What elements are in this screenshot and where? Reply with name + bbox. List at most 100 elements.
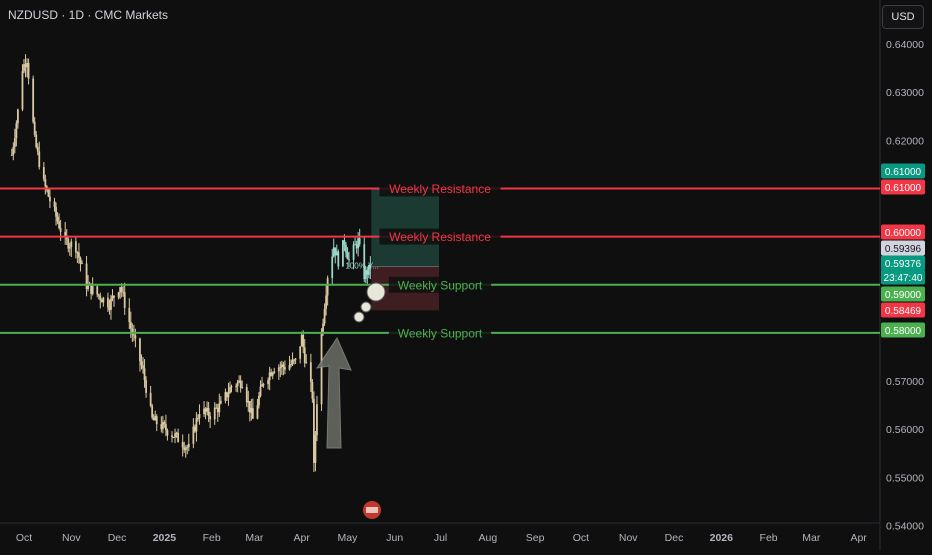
candle-body xyxy=(311,382,314,399)
candle-body xyxy=(122,291,125,293)
candle-body xyxy=(78,252,80,258)
candle-body xyxy=(32,78,35,122)
candle-body xyxy=(55,207,57,217)
candle-body xyxy=(195,418,198,432)
y-tick-label: 0.62000 xyxy=(886,135,924,147)
candle-body xyxy=(171,435,173,438)
y-tick-label: 0.57000 xyxy=(886,376,924,388)
candle-body xyxy=(16,109,19,124)
candle-body xyxy=(213,407,216,420)
x-tick-label: Sep xyxy=(526,532,545,544)
price-label-resistance xyxy=(881,179,925,195)
candle-body xyxy=(294,358,297,360)
price-label-support xyxy=(881,286,925,302)
candle-body xyxy=(300,335,303,347)
candle-body xyxy=(322,323,324,332)
currency-button[interactable]: USD xyxy=(882,5,924,29)
price-label-stop xyxy=(881,302,925,318)
candle-body xyxy=(331,256,334,279)
candle-body xyxy=(218,403,221,413)
candle-body xyxy=(271,372,274,376)
candle-body xyxy=(215,407,218,409)
candle-body xyxy=(193,426,196,432)
candle-body xyxy=(262,384,265,386)
candle-body xyxy=(204,408,207,412)
candle-body xyxy=(366,269,369,275)
x-tick-label: May xyxy=(338,532,359,544)
candle-body xyxy=(74,241,77,253)
candle-body xyxy=(165,424,167,431)
candle-body xyxy=(142,365,144,369)
candle-body xyxy=(10,154,13,156)
candle-body xyxy=(187,443,190,448)
price-label-text: 0.60000 xyxy=(885,228,922,239)
candle-body xyxy=(174,433,176,438)
x-tick-label: Mar xyxy=(245,532,264,544)
price-label-text: 0.61000 xyxy=(885,183,922,194)
axis-grid xyxy=(0,0,881,550)
candle-body xyxy=(325,295,328,309)
x-tick-label: Jun xyxy=(386,532,403,544)
x-tick-label: Mar xyxy=(802,532,821,544)
candle-body xyxy=(345,244,347,253)
candle-body xyxy=(184,447,187,451)
candle-body xyxy=(357,238,360,249)
candle-body xyxy=(314,435,317,463)
candle-body xyxy=(290,363,292,366)
candle-body xyxy=(47,190,50,197)
candle-body xyxy=(303,347,306,363)
candle-body xyxy=(236,382,239,387)
candle-body xyxy=(343,240,346,245)
candle-body xyxy=(99,295,102,301)
candle-body xyxy=(268,372,271,381)
candle-body xyxy=(145,380,147,393)
candle-body xyxy=(81,263,83,265)
candle-body xyxy=(42,167,45,180)
x-tick-label: 2025 xyxy=(153,532,177,544)
candle-body xyxy=(209,416,212,420)
x-tick-label: Aug xyxy=(479,532,498,544)
candle-body xyxy=(119,287,122,293)
candle-body xyxy=(131,328,134,335)
x-axis: Oct Nov Dec 2025 Feb Mar Apr May Jun Jul Aug Sep Oct… xyxy=(16,532,867,544)
marker-icon xyxy=(353,311,365,323)
y-axis: 0.64000 0.63000 0.62000 0.57000 0.56000 0.550… xyxy=(881,39,925,533)
candle-body xyxy=(367,264,370,275)
candle-body xyxy=(120,287,123,292)
candle-body xyxy=(123,292,126,308)
candle-body xyxy=(313,398,315,463)
candle-body xyxy=(132,334,135,336)
candle-body xyxy=(87,284,89,289)
candle-body xyxy=(129,321,132,329)
candle-body xyxy=(251,408,254,419)
candle-body xyxy=(192,426,195,444)
candle-body xyxy=(117,292,120,298)
x-tick-label: Apr xyxy=(850,532,867,544)
level-label-bg xyxy=(379,228,501,245)
flag-icon-stripe xyxy=(366,507,378,513)
y-tick-label: 0.55000 xyxy=(886,472,924,484)
candle-body xyxy=(335,251,338,256)
candle-body xyxy=(161,422,164,430)
candle-body xyxy=(363,244,366,280)
candle-body xyxy=(44,179,47,187)
candle-body xyxy=(273,371,276,373)
candle-body xyxy=(305,362,308,364)
candle-body xyxy=(261,384,263,387)
candle-body xyxy=(250,408,253,413)
candle-body xyxy=(284,367,286,370)
price-label-text: 0.59396 xyxy=(885,244,922,255)
take-profit-zone[interactable] xyxy=(371,188,440,267)
price-label-text: 23:47:40 xyxy=(884,273,923,284)
candle-body xyxy=(53,201,56,208)
candle-body xyxy=(76,252,79,254)
candle-body xyxy=(247,401,250,403)
resistance-label: Weekly Resistance xyxy=(389,182,491,196)
x-tick-label: Feb xyxy=(203,532,221,544)
candle-body xyxy=(177,432,180,443)
candle-body xyxy=(27,63,30,79)
candle-body xyxy=(341,240,344,267)
y-tick-label: 0.54000 xyxy=(886,521,924,533)
